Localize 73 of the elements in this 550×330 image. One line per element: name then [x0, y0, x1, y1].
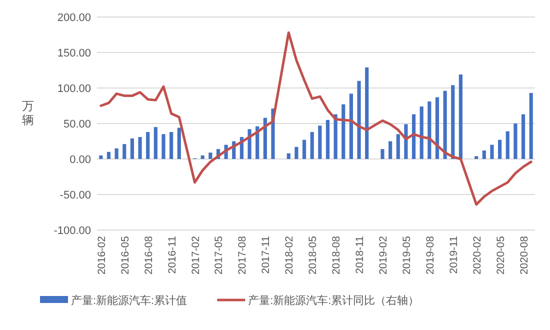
x-tick-label: 2016-08	[142, 236, 155, 275]
y-tick-label: 150.00	[57, 48, 91, 60]
bar	[443, 90, 447, 159]
bar	[122, 144, 126, 159]
bar	[106, 152, 111, 159]
y-tick-label: 100.00	[57, 83, 91, 95]
x-tick-label: 2017-08	[236, 236, 249, 275]
bar	[396, 134, 400, 159]
bar	[482, 150, 486, 159]
x-tick-label: 2017-11	[260, 236, 272, 274]
bar	[263, 118, 267, 159]
x-tick-label: 2017-02	[190, 236, 202, 275]
bar	[451, 85, 455, 159]
x-tick-label: 2018-05	[307, 236, 320, 275]
y-tick-label: 200.00	[57, 12, 91, 24]
bar	[326, 120, 330, 159]
bar	[428, 101, 432, 159]
bar	[349, 94, 353, 159]
bar	[334, 114, 338, 159]
bar	[342, 104, 346, 159]
x-tick-label: 2019-05	[400, 236, 413, 275]
bar	[286, 153, 290, 159]
x-tick-label: 2020-02	[471, 236, 484, 275]
bar	[208, 152, 212, 159]
bar	[420, 106, 424, 159]
bar	[154, 127, 158, 159]
y-tick-label: 50.00	[63, 118, 91, 130]
bar	[380, 149, 384, 159]
x-tick-label: 2016-11	[166, 236, 178, 274]
x-tick-label: 2020-05	[494, 236, 507, 275]
bar	[294, 146, 298, 159]
bar	[99, 155, 103, 159]
x-tick-label: 2019-11	[448, 236, 460, 274]
bar	[302, 140, 306, 159]
bar	[130, 138, 134, 159]
bar	[388, 141, 392, 159]
bar	[162, 134, 166, 159]
bar	[458, 74, 462, 159]
bar	[318, 126, 322, 159]
line-series	[100, 31, 532, 206]
x-tick-label: 2018-08	[330, 236, 343, 275]
bar	[506, 131, 510, 159]
legend-label: 产量:新能源汽车:累计同比（右轴）	[248, 294, 420, 307]
bar	[365, 67, 369, 159]
y-axis-title: 万辆	[22, 99, 34, 127]
x-tick-label: 2016-05	[119, 236, 132, 275]
bar	[170, 132, 174, 159]
bar	[114, 148, 118, 159]
x-tick-label: 2020-08	[518, 236, 530, 275]
bar	[435, 97, 440, 159]
x-tick-label: 2017-05	[213, 236, 226, 275]
bar	[474, 156, 478, 159]
bar	[357, 80, 361, 159]
x-tick-label: 2019-02	[377, 236, 390, 275]
x-tick-label: 2016-02	[96, 236, 108, 275]
bar	[138, 136, 142, 159]
legend-label: 产量:新能源汽车:累计值	[71, 294, 188, 307]
bar	[412, 114, 416, 159]
bar	[146, 132, 150, 159]
x-tick-label: 2018-02	[284, 236, 296, 275]
bar	[514, 124, 518, 159]
bar	[498, 140, 502, 159]
y-tick-label: -50.00	[60, 190, 91, 202]
bar	[490, 144, 494, 159]
x-tick-label: 2019-08	[424, 236, 436, 275]
y-tick-label: -100.00	[54, 225, 91, 237]
bar	[521, 114, 526, 159]
bar	[177, 128, 181, 159]
x-tick-label: 2018-11	[354, 236, 366, 274]
bar	[529, 92, 533, 159]
bar	[200, 155, 204, 159]
y-tick-label: 0.00	[70, 154, 91, 166]
bar	[310, 132, 314, 159]
